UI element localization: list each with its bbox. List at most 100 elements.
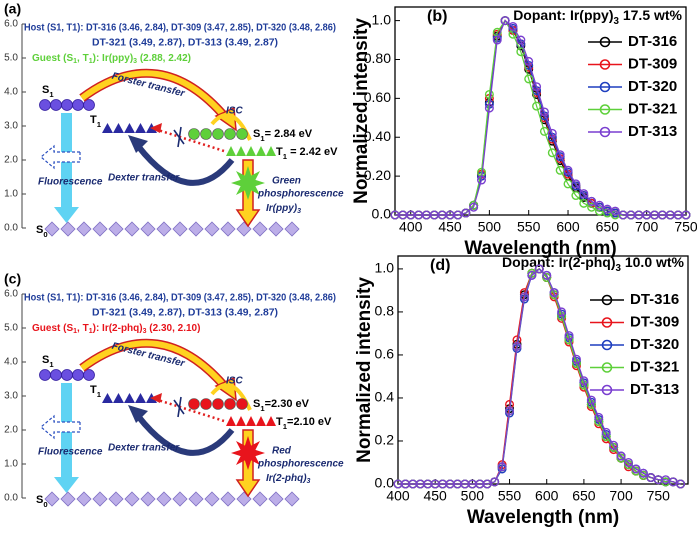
legend-label: DT-309 <box>628 55 677 72</box>
host-s1 <box>72 369 84 381</box>
chart-title-part: Dopant: Ir(2-phq) <box>502 254 616 270</box>
x-tick-label: 600 <box>556 219 580 235</box>
host-s1 <box>39 99 51 111</box>
data-point <box>555 150 565 160</box>
legend-marker <box>599 59 611 70</box>
phos-label-part: Ir(2-phq) <box>266 473 307 484</box>
chart: 400 450 500 550 600 650 700 750 0.0 0.2 0.4 0.6 0.8 1… <box>354 254 689 528</box>
guest-s1-label-sub: 1 <box>260 404 265 413</box>
guest-s1 <box>200 398 212 410</box>
guest-t1 <box>226 146 236 156</box>
y-tick-label: 0.2 <box>375 432 395 448</box>
host-t1 <box>102 393 113 403</box>
panel-label: (b) <box>427 8 447 25</box>
energy-tick-label: 6.0 <box>4 19 18 30</box>
data-point <box>500 16 510 26</box>
guest-line-part: ): Ir(2-phq) <box>93 323 143 334</box>
legend-label: DT-313 <box>630 381 679 398</box>
cross <box>173 126 185 148</box>
panel-label: (c) <box>4 271 21 287</box>
data-point <box>610 206 620 216</box>
legend-label: DT-320 <box>630 336 679 353</box>
data-point <box>547 128 557 138</box>
guest-line-part: (2.88, 2.42) <box>137 53 191 64</box>
data-point <box>571 191 581 201</box>
energy-tick-label: 1.0 <box>4 459 18 470</box>
forster-arrow <box>80 70 229 120</box>
host-s1 <box>72 99 84 111</box>
ground-state <box>268 491 284 507</box>
chart: 400 450 500 550 600 650 700 750 0.0 0.20 0.40 0.60 0… <box>351 6 697 259</box>
data-point <box>557 307 567 317</box>
ground-state <box>140 221 156 237</box>
data-point <box>586 395 596 405</box>
data-point <box>477 175 487 185</box>
back-transfer <box>157 398 225 423</box>
y-tick-label: 1.0 <box>375 260 395 276</box>
x-axis-label: Wavelength (nm) <box>464 238 616 259</box>
data-point <box>594 206 604 216</box>
legend-label: DT-316 <box>628 33 677 50</box>
s0-label: S0 <box>36 224 48 239</box>
guest-s1-label-part: = 2.84 eV <box>265 128 313 140</box>
guest-t1 <box>266 416 276 426</box>
data-point <box>563 165 573 175</box>
data-point <box>547 148 557 158</box>
guest-s1-label: S1= 2.84 eV <box>253 128 313 143</box>
legend-label: DT-320 <box>628 78 677 95</box>
data-point <box>579 189 589 199</box>
guest-line-sub: 1 <box>73 328 77 335</box>
host-s1 <box>50 99 62 111</box>
data-point <box>571 179 581 189</box>
data-point <box>601 427 611 437</box>
energy-diagram: (c) 0.0 1.0 2.0 3.0 4.0 5.0 6.0 Host (S1, T1): D… <box>4 271 344 509</box>
data-point <box>484 103 494 113</box>
legend-marker <box>599 104 611 115</box>
data-point <box>587 196 597 206</box>
phos-label-sub: 3 <box>297 208 301 215</box>
dexter-label: Dexter transfer <box>108 443 180 454</box>
x-tick-label: 650 <box>572 488 596 504</box>
energy-tick-label: 5.0 <box>4 53 18 64</box>
data-point <box>524 74 534 84</box>
x-tick-label: 750 <box>647 488 671 504</box>
ground-state <box>156 491 172 507</box>
ground-state <box>92 221 108 237</box>
guest-line-sub: 3 <box>133 58 137 65</box>
chart-title-sub: 3 <box>614 16 620 27</box>
x-tick-label: 400 <box>386 488 410 504</box>
legend-marker <box>601 317 613 328</box>
dexter-label: Dexter transfer <box>108 173 180 184</box>
data-point <box>508 21 518 31</box>
x-tick-label: 700 <box>609 488 633 504</box>
fluorescence-arrow <box>54 113 79 223</box>
s1-label-sub: 1 <box>49 360 54 369</box>
x-tick-label: 450 <box>438 219 462 235</box>
data-point <box>519 292 529 302</box>
data-point <box>594 200 604 210</box>
plot-frame <box>397 255 689 485</box>
data-point <box>527 270 537 280</box>
x-tick-label: 550 <box>498 488 522 504</box>
ground-state <box>172 221 188 237</box>
y-tick-label: 0.8 <box>375 303 395 319</box>
ground-state <box>60 491 76 507</box>
ground-state <box>204 491 220 507</box>
host-t1 <box>135 393 146 403</box>
data-point <box>676 479 686 489</box>
data-point <box>516 35 526 45</box>
guest-s1 <box>224 398 236 410</box>
guest-t1 <box>256 146 266 156</box>
data-point <box>539 107 549 117</box>
phos-burst <box>231 436 265 470</box>
chart-title-sub: 3 <box>616 263 622 274</box>
cross <box>173 396 185 418</box>
ground-state <box>188 491 204 507</box>
energy-tick-label: 3.0 <box>4 391 18 402</box>
guest-s1-label: S1=2.30 eV <box>253 398 310 413</box>
ground-state <box>44 221 60 237</box>
guest-s1-label-part: =2.30 eV <box>265 398 310 410</box>
ground-state <box>220 491 236 507</box>
legend-marker <box>601 362 613 373</box>
ground-state <box>284 221 300 237</box>
